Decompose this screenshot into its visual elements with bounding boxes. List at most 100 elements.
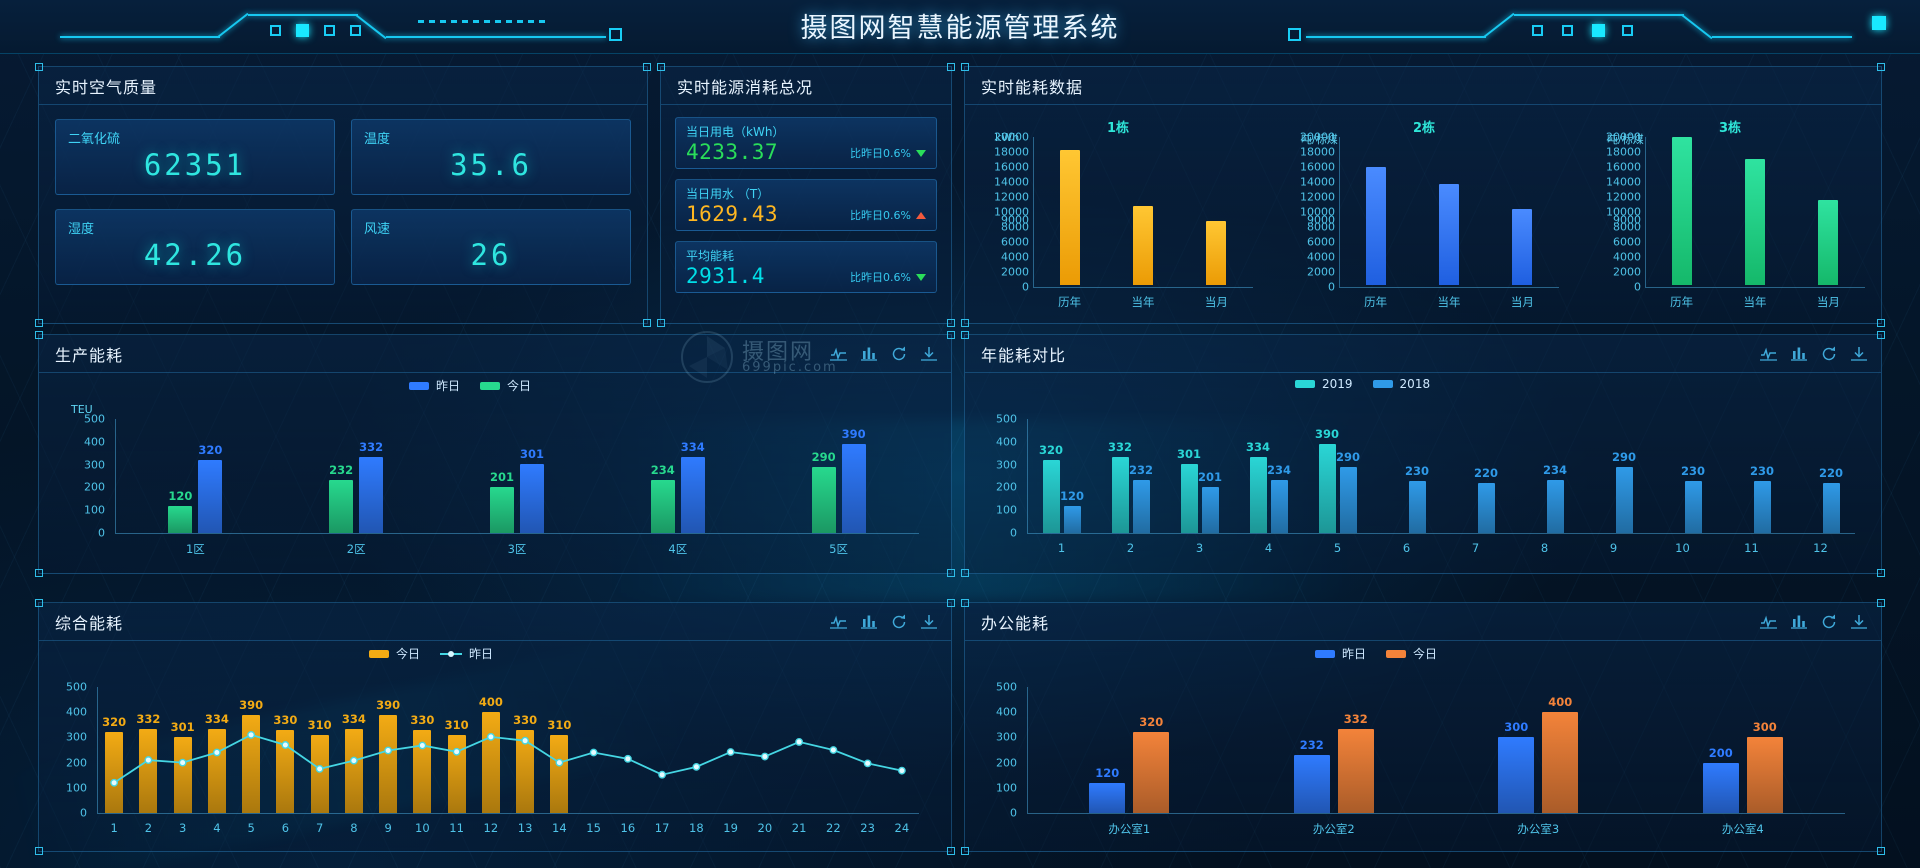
chart-subtitle: 2栋 [1412, 121, 1436, 136]
metric-value: 42.26 [143, 238, 247, 272]
line-chart-icon[interactable] [830, 614, 847, 629]
line-chart-icon[interactable] [1760, 346, 1777, 361]
bar-chart-icon[interactable] [861, 614, 877, 629]
y-tick-label: 0 [1010, 806, 1017, 820]
bar-chart-icon[interactable] [1791, 346, 1807, 361]
chart-toolbar [1760, 614, 1867, 630]
panel-production-energy: 生产能耗 昨日 今日 TEU 0 100 200 300 400 500 1区 120 320 2区 23… [35, 331, 955, 577]
bar [550, 734, 569, 813]
office-chart: 昨日 今日 0 100 200 300 400 500 办公室1 120 320 办公室2 232 332… [965, 641, 1881, 851]
y-tick-label: 500 [996, 680, 1017, 694]
y-axis-unit: TEU [71, 403, 93, 416]
download-icon[interactable] [921, 614, 937, 629]
x-axis-line [115, 533, 919, 534]
bar-value-label: 310 [307, 717, 332, 732]
legend-swatch [1372, 380, 1393, 388]
line-chart-icon[interactable] [830, 346, 847, 361]
bar-value-label: 234 [1266, 462, 1292, 477]
x-tick-label: 6 [1402, 541, 1411, 555]
panel-title: 综合能耗 [55, 613, 124, 633]
legend-item: 今日 [1386, 645, 1437, 662]
chart-subtitle: 1栋 [1106, 121, 1130, 136]
bar-value-label: 400 [1548, 695, 1573, 710]
y-tick-label: 200 [84, 480, 105, 494]
y-tick-label: 0 [1634, 280, 1641, 294]
panel-consumption-header: 实时能源消耗总况 [661, 67, 951, 105]
y-tick-label: 12000 [1300, 190, 1335, 204]
bar [242, 714, 261, 813]
x-tick-label: 历年 [1364, 295, 1388, 309]
y-axis-unit: 吨/标煤 [1607, 133, 1644, 146]
chart-subtitle: 3栋 [1718, 121, 1742, 136]
x-axis-line [97, 813, 919, 814]
y-axis-unit: kWh [995, 131, 1020, 144]
y-tick-label: 200 [996, 480, 1017, 494]
refresh-icon[interactable] [1821, 614, 1837, 630]
panel-air-quality: 实时空气质量 二氧化硫 62351 温度 35.6 湿度 42.26 风速 26 [35, 63, 651, 327]
x-tick-label: 7 [315, 821, 324, 835]
summary-card-water: 当日用水 （T） 1629.43 比昨日0.6% [675, 179, 937, 231]
x-tick-label: 11 [1744, 541, 1759, 555]
y-axis-line [1645, 137, 1646, 287]
bar [1753, 480, 1771, 533]
y-tick-label: 300 [996, 730, 1017, 744]
y-tick-label: 2000 [1613, 265, 1641, 279]
bar [1318, 444, 1336, 533]
x-tick-label: 19 [723, 821, 738, 835]
x-tick-label: 当年 [1437, 295, 1461, 309]
line-chart-icon[interactable] [1760, 614, 1777, 629]
legend-item: 2019 [1295, 377, 1353, 391]
legend-label: 今日 [507, 379, 532, 393]
bar [650, 479, 675, 533]
x-tick-label: 办公室4 [1721, 822, 1764, 836]
x-tick-label: 4 [213, 821, 221, 835]
bar-value-label: 290 [1335, 449, 1361, 464]
bar-value-label: 120 [168, 488, 193, 503]
bar [1042, 460, 1060, 533]
bar [1111, 457, 1129, 533]
refresh-icon[interactable] [891, 346, 907, 362]
x-axis-line [1027, 813, 1845, 814]
panel-production-header: 生产能耗 [39, 335, 951, 373]
x-axis-line [1339, 287, 1559, 288]
panel-office-header: 办公能耗 [965, 603, 1881, 641]
chart-toolbar [1760, 346, 1867, 362]
app-header: 摄图网智慧能源管理系统 [0, 0, 1920, 54]
chart-legend: 2019 2018 [1295, 377, 1430, 391]
download-icon[interactable] [1851, 346, 1867, 361]
y-tick-label: 400 [84, 435, 105, 449]
y-tick-label: 0 [98, 526, 105, 540]
y-tick-label: 100 [66, 781, 87, 795]
refresh-icon[interactable] [1821, 346, 1837, 362]
y-tick-label: 300 [996, 458, 1017, 472]
x-axis-line [1027, 533, 1855, 534]
bar [413, 729, 432, 813]
x-tick-label: 6 [281, 821, 290, 835]
legend-swatch [369, 649, 389, 658]
summary-value: 1629.43 [686, 202, 779, 226]
x-tick-label: 1区 [185, 542, 205, 556]
metric-label: 二氧化硫 [68, 132, 121, 147]
bar-value-label: 300 [1504, 720, 1529, 735]
x-tick-label: 17 [654, 821, 670, 835]
bar [1477, 482, 1495, 533]
download-icon[interactable] [921, 346, 937, 361]
y-tick-label: 4000 [1307, 250, 1335, 264]
bar [276, 729, 295, 813]
legend-label: 今日 [396, 647, 421, 661]
refresh-icon[interactable] [891, 614, 907, 630]
download-icon[interactable] [1851, 614, 1867, 629]
x-tick-label: 4区 [668, 542, 688, 556]
metric-value: 35.6 [450, 148, 532, 182]
bar-value-label: 334 [1245, 439, 1271, 454]
bar-value-label: 320 [198, 443, 223, 458]
bar-chart-icon[interactable] [861, 346, 877, 361]
bar [1270, 479, 1288, 533]
x-tick-label: 3区 [507, 542, 527, 556]
bar [1339, 466, 1357, 533]
trend-up-icon [916, 211, 926, 219]
panel-realtime-header: 实时能耗数据 [965, 67, 1881, 105]
bar-chart-icon[interactable] [1791, 614, 1807, 629]
bar [520, 464, 544, 533]
bar-value-label: 290 [1611, 449, 1637, 464]
